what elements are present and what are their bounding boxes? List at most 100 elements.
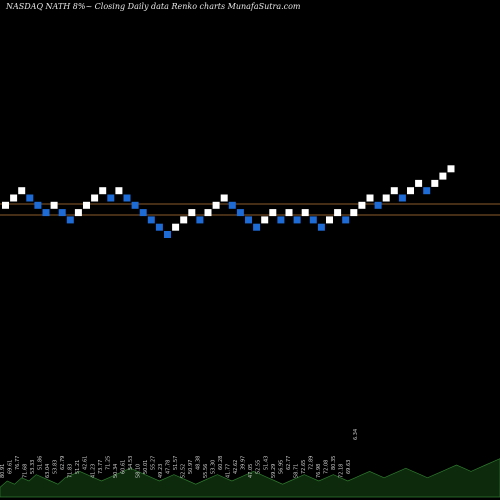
volume-label: 53.30 — [211, 460, 217, 474]
renko-brick — [334, 209, 342, 217]
volume-label: 50.97 — [188, 460, 194, 474]
chart-title: NASDAQ NATH 8%~ Closing Daily data Renko… — [6, 2, 301, 11]
renko-brick — [83, 201, 90, 209]
renko-brick — [18, 187, 26, 195]
volume-label: 50.34 — [113, 464, 119, 478]
volume-label: 41.77 — [226, 464, 232, 478]
volume-label: 58.71 — [293, 464, 299, 478]
volume-label: 52.55 — [256, 460, 262, 474]
renko-brick — [407, 187, 414, 195]
volume-label: 69.63 — [346, 460, 352, 474]
renko-brick — [382, 194, 390, 202]
volume-label: 42.61 — [83, 456, 89, 470]
volume-label: 62.77 — [286, 456, 292, 470]
renko-brick — [123, 194, 131, 202]
renko-brick — [74, 209, 82, 217]
renko-brick — [285, 209, 293, 217]
renko-brick — [172, 223, 180, 231]
renko-brick — [374, 201, 382, 209]
renko-brick — [236, 209, 244, 217]
volume-last-label: 6.34 — [353, 429, 359, 440]
volume-label: 54.53 — [128, 456, 134, 470]
renko-brick — [269, 209, 277, 217]
renko-brick — [26, 194, 34, 202]
volume-label: 59.29 — [271, 464, 277, 478]
volume-label: 80.91 — [0, 464, 6, 478]
volume-label: 71.68 — [23, 464, 29, 478]
volume-panel — [0, 458, 500, 498]
volume-label: 60.61 — [120, 460, 126, 474]
renko-brick — [309, 216, 317, 224]
renko-brick — [188, 209, 196, 217]
renko-brick — [398, 194, 406, 202]
volume-label: 52.52 — [181, 464, 187, 478]
volume-label: 51.21 — [75, 460, 81, 474]
volume-label: 48.38 — [196, 456, 202, 470]
volume-label: 47.78 — [166, 460, 172, 474]
renko-brick — [107, 194, 115, 202]
volume-label: 73.77 — [98, 460, 104, 474]
volume-area — [0, 458, 500, 498]
volume-label: 41.23 — [90, 464, 96, 478]
renko-brick — [447, 165, 455, 173]
renko-brick — [10, 194, 18, 202]
volume-label: 55.27 — [150, 456, 156, 470]
volume-label: 56.95 — [278, 460, 284, 474]
renko-brick — [2, 201, 9, 209]
renko-brick — [220, 194, 228, 202]
volume-label: 51.43 — [263, 456, 269, 470]
renko-brick — [228, 201, 236, 209]
renko-brick — [131, 201, 139, 209]
volume-label: 80.35 — [331, 456, 337, 470]
renko-brick — [431, 179, 439, 187]
renko-brick — [350, 209, 358, 217]
volume-label: 51.86 — [38, 456, 44, 470]
volume-label: 53.33 — [30, 460, 36, 474]
renko-brick — [164, 231, 171, 238]
renko-brick — [390, 187, 398, 195]
renko-brick — [115, 187, 123, 195]
renko-brick — [253, 223, 261, 231]
renko-brick — [293, 216, 301, 224]
renko-brick — [326, 216, 333, 224]
renko-brick — [147, 216, 155, 224]
volume-label: 58.10 — [135, 464, 141, 478]
volume-label: 55.56 — [203, 464, 209, 478]
renko-brick — [301, 209, 309, 217]
renko-brick — [366, 194, 374, 202]
renko-brick — [99, 187, 107, 195]
renko-brick — [358, 201, 366, 209]
renko-brick — [91, 194, 99, 202]
volume-label: 47.05 — [248, 464, 254, 478]
volume-label: 76.77 — [15, 456, 21, 470]
renko-brick — [196, 216, 204, 224]
volume-label: 53.83 — [53, 460, 59, 474]
renko-brick — [342, 216, 350, 224]
renko-brick — [34, 201, 42, 209]
volume-label: 72.89 — [308, 456, 314, 470]
volume-label: 39.97 — [241, 456, 247, 470]
renko-brick — [212, 201, 220, 209]
renko-brick — [245, 216, 252, 224]
volume-label: 50.01 — [143, 460, 149, 474]
renko-brick — [439, 172, 447, 180]
volume-label: 71.83 — [68, 464, 74, 478]
volume-label: 49.23 — [158, 464, 164, 478]
renko-bricks — [2, 165, 455, 238]
renko-brick — [423, 187, 431, 195]
renko-brick — [42, 209, 50, 217]
volume-label: 71.25 — [105, 456, 111, 470]
volume-label: 72.65 — [301, 460, 307, 474]
volume-label: 72.18 — [339, 464, 345, 478]
renko-brick — [317, 223, 325, 231]
volume-label: 76.98 — [316, 464, 322, 478]
volume-label: 60.28 — [218, 456, 224, 470]
renko-brick — [139, 209, 147, 217]
renko-brick — [155, 223, 163, 231]
renko-brick — [261, 216, 269, 224]
renko-brick — [277, 216, 285, 224]
renko-brick — [58, 209, 66, 217]
